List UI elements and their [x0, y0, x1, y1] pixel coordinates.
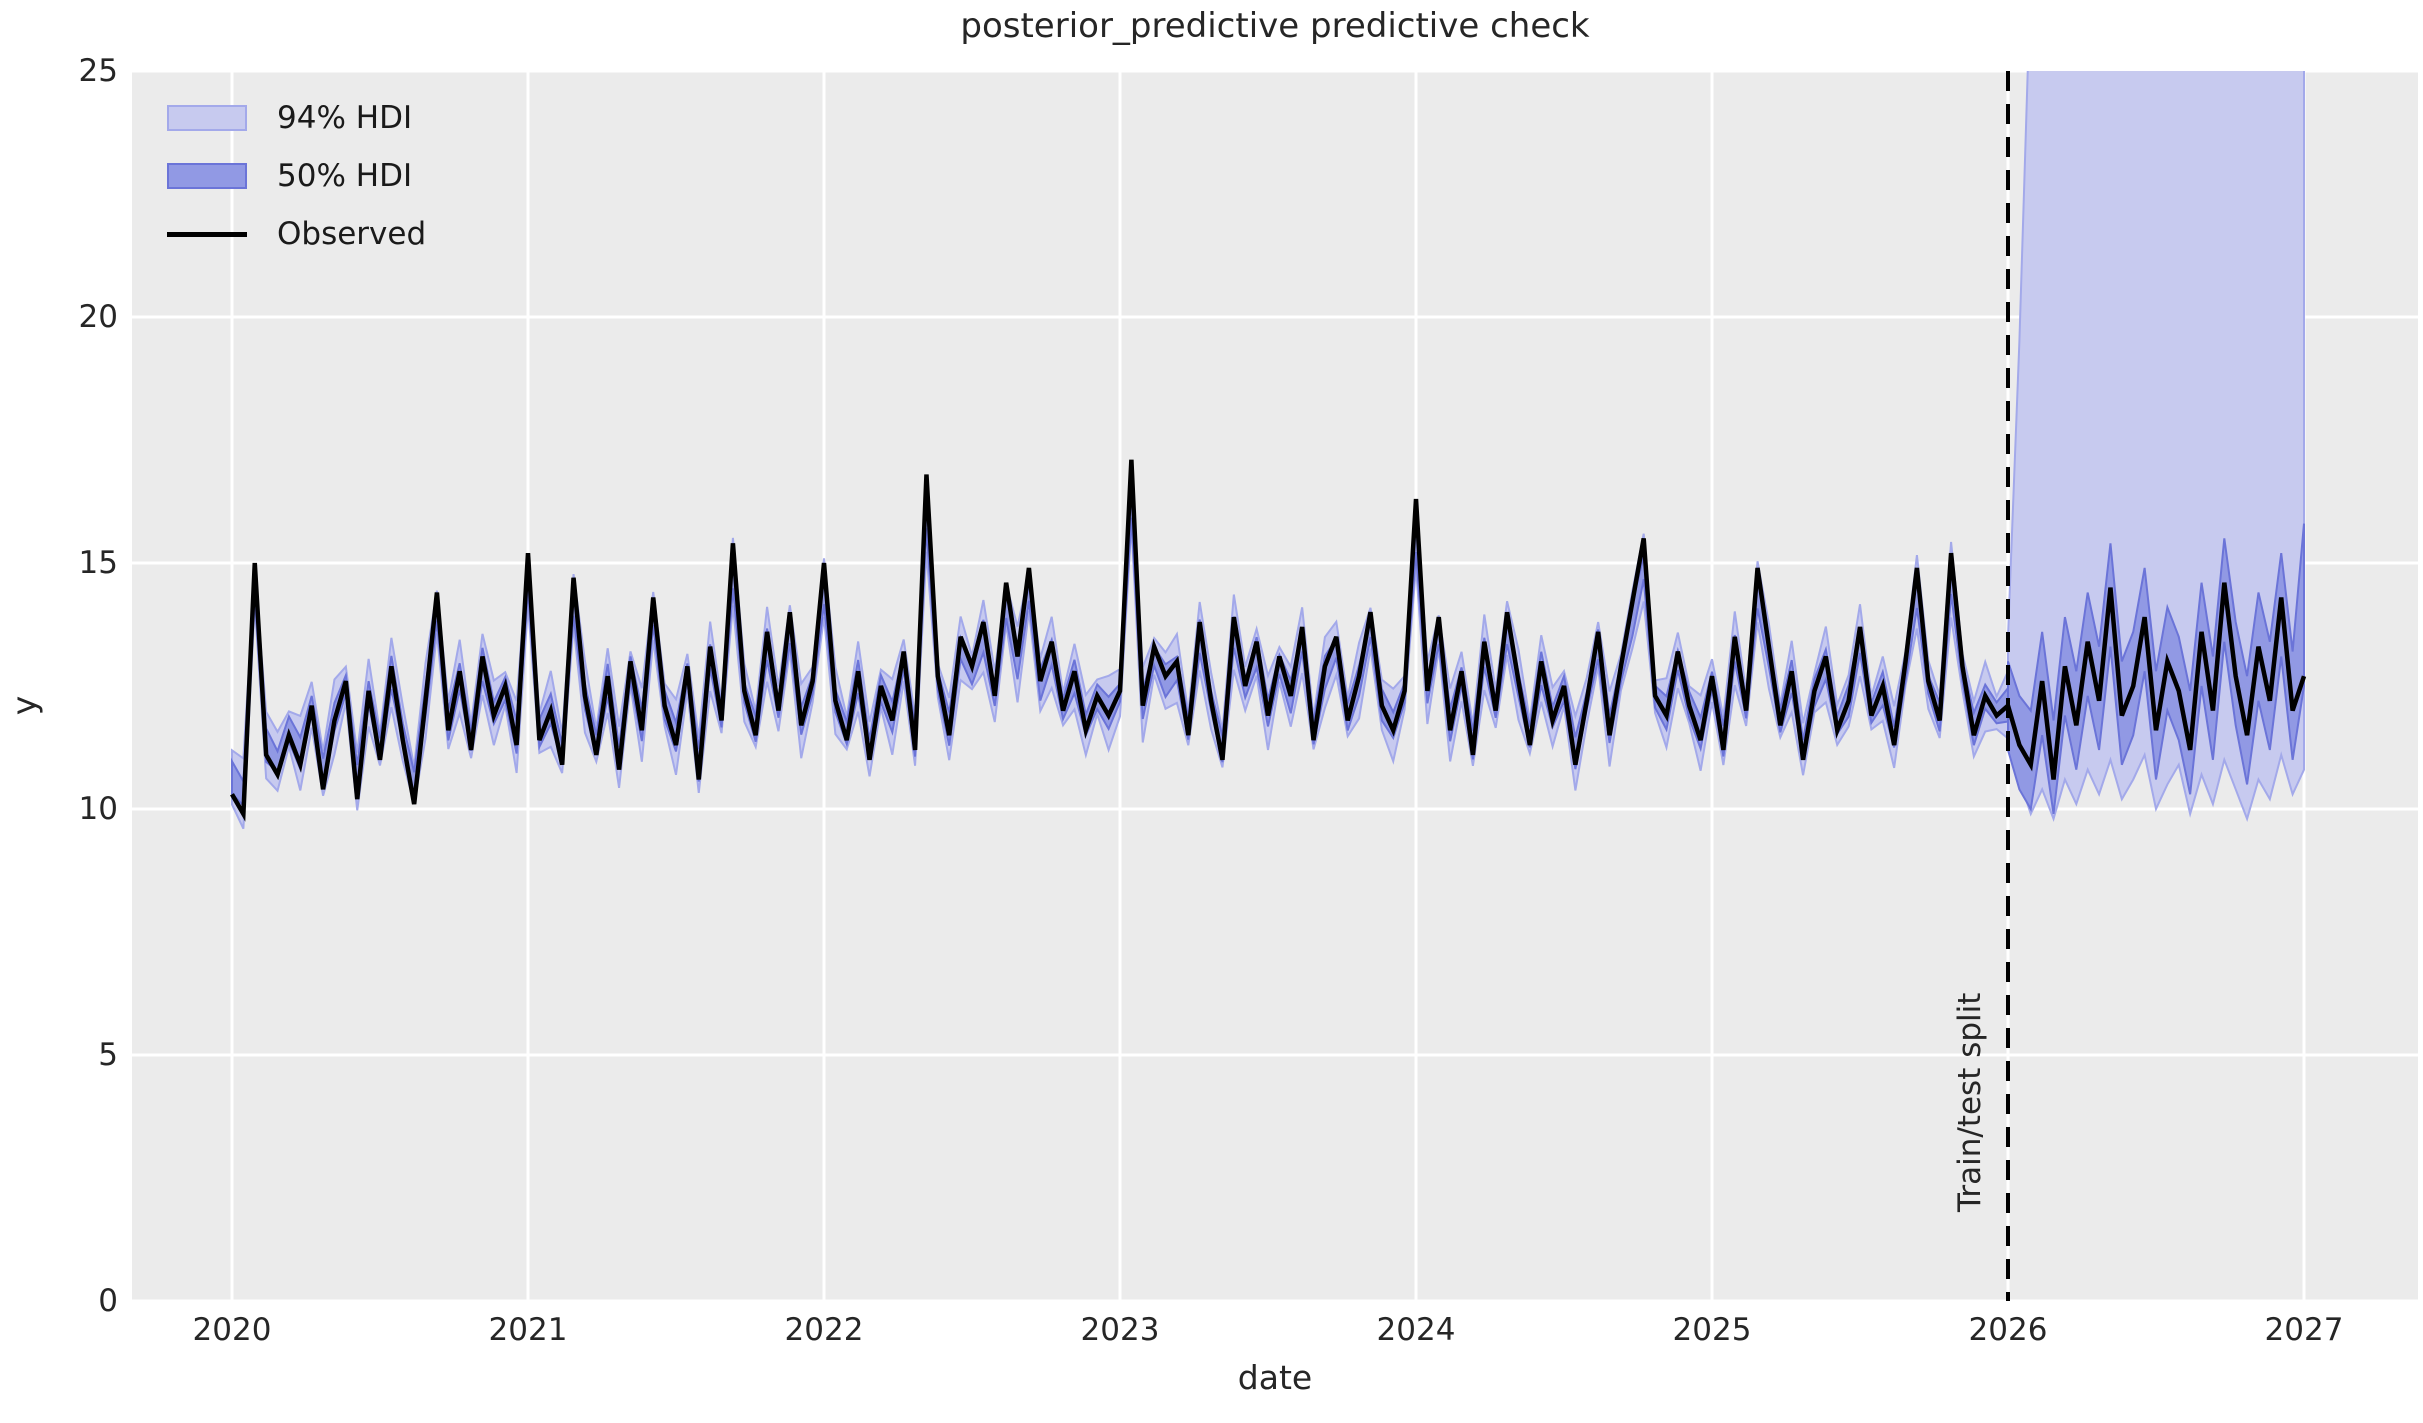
- x-tick-label: 2024: [1376, 1312, 1456, 1348]
- x-tick-label: 2022: [784, 1312, 864, 1348]
- x-axis-label: date: [1237, 1358, 1313, 1397]
- chart-title: posterior_predictive predictive check: [960, 6, 1590, 46]
- legend-label-94-hdi: 94% HDI: [277, 100, 413, 136]
- legend-row-observed: Observed: [167, 216, 426, 252]
- y-tick-label: 25: [78, 53, 118, 89]
- observed-line-swatch-icon: [167, 231, 247, 237]
- legend-row-50-hdi: 50% HDI: [167, 158, 426, 194]
- x-tick-label: 2025: [1672, 1312, 1752, 1348]
- x-tick-label: 2020: [192, 1312, 272, 1348]
- hdi50-swatch-icon: [167, 163, 247, 189]
- train-test-split-label: Train/test split: [1952, 992, 1988, 1212]
- y-tick-label: 15: [78, 545, 118, 581]
- y-axis-label: y: [4, 695, 44, 716]
- legend-row-94-hdi: 94% HDI: [167, 100, 426, 136]
- x-tick-label: 2021: [488, 1312, 568, 1348]
- x-tick-label: 2023: [1080, 1312, 1160, 1348]
- legend: 94% HDI 50% HDI Observed: [167, 100, 426, 278]
- y-tick-label: 0: [98, 1283, 118, 1319]
- hdi94-swatch-icon: [167, 105, 247, 131]
- y-tick-label: 20: [78, 299, 118, 335]
- observed-line: [230, 459, 2307, 822]
- x-tick-label: 2027: [2264, 1312, 2344, 1348]
- y-tick-label: 10: [78, 791, 118, 827]
- legend-label-observed: Observed: [277, 216, 427, 252]
- legend-label-50-hdi: 50% HDI: [277, 158, 413, 194]
- y-tick-label: 5: [98, 1037, 118, 1073]
- hdi50-band-forecast: [2007, 523, 2305, 815]
- x-tick-label: 2026: [1968, 1312, 2048, 1348]
